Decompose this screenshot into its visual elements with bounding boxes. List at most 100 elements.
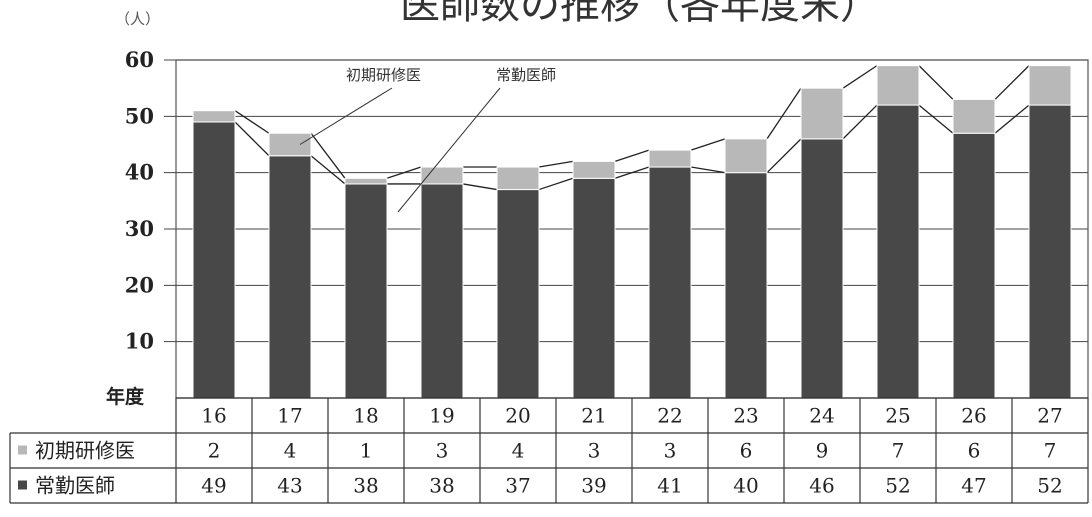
y-tick-label: 50	[125, 103, 154, 128]
bar-22-jokin	[648, 166, 692, 399]
bar-22-kenshu	[648, 149, 692, 168]
bar-27-jokin	[1028, 104, 1072, 399]
year-header: 年度	[106, 385, 145, 408]
bar-27-kenshu	[1028, 65, 1072, 106]
cell-year-16: 16	[201, 404, 226, 428]
cell-kenshu-21: 3	[588, 439, 601, 463]
cell-jokin-23: 40	[733, 474, 758, 498]
cell-jokin-26: 47	[961, 474, 986, 498]
bar-16-kenshu	[192, 110, 236, 123]
annotation-kenshu-leader	[299, 87, 393, 145]
cell-kenshu-17: 4	[284, 439, 297, 463]
cell-jokin-25: 52	[885, 474, 910, 498]
cell-year-23: 23	[733, 404, 758, 428]
cell-jokin-27: 52	[1037, 474, 1062, 498]
cell-year-21: 21	[581, 404, 606, 428]
bar-21-jokin	[572, 177, 616, 399]
connector-top	[842, 65, 878, 89]
bar-20-jokin	[496, 189, 540, 399]
bar-23-kenshu	[724, 138, 768, 174]
cell-year-20: 20	[505, 404, 530, 428]
row-label-kenshu: 初期研修医	[35, 439, 135, 463]
legend-swatch-jokin	[18, 480, 27, 490]
annotation-kenshu: 初期研修医	[346, 66, 421, 84]
bar-23-jokin	[724, 172, 768, 399]
y-axis: 10 20 30 40 50 60	[125, 47, 154, 354]
connector-top	[766, 87, 802, 140]
bar-19-jokin	[420, 183, 464, 399]
y-tick-label: 40	[125, 160, 154, 185]
bar-26-kenshu	[952, 98, 996, 134]
connector-top	[386, 166, 422, 179]
connector-base	[918, 104, 954, 134]
cell-kenshu-25: 7	[892, 439, 905, 463]
y-tick-label: 20	[125, 272, 154, 297]
connector-base	[994, 104, 1030, 134]
connector-base	[310, 155, 346, 185]
cell-jokin-19: 38	[429, 474, 454, 498]
annotation-jokin-leader	[397, 87, 501, 213]
cell-kenshu-24: 9	[816, 439, 829, 463]
y-tick-label: 60	[125, 47, 154, 72]
connector-top	[234, 110, 270, 134]
annotation-jokin: 常勤医師	[496, 66, 556, 84]
connector-base	[234, 121, 270, 157]
cell-kenshu-22: 3	[664, 439, 677, 463]
cell-year-27: 27	[1037, 404, 1062, 428]
connector-top	[994, 65, 1030, 100]
bar-16-jokin	[192, 121, 236, 399]
connector-top	[614, 149, 650, 163]
bar-17-kenshu	[268, 132, 312, 157]
cell-jokin-16: 49	[201, 474, 226, 498]
cell-jokin-20: 37	[505, 474, 530, 498]
cell-jokin-22: 41	[657, 474, 682, 498]
connector-top	[538, 160, 574, 168]
chart-title: 医師数の推移（各年度末）	[400, 0, 880, 28]
cell-year-24: 24	[809, 404, 834, 428]
bar-25-jokin	[876, 104, 920, 399]
cell-year-19: 19	[429, 404, 454, 428]
cell-year-18: 18	[353, 404, 378, 428]
row-label-jokin: 常勤医師	[35, 474, 115, 498]
legend-swatch-kenshu	[18, 445, 27, 455]
connector-top	[690, 138, 726, 151]
cell-year-25: 25	[885, 404, 910, 428]
bar-24-kenshu	[800, 87, 844, 140]
bars	[192, 65, 1072, 399]
bar-24-jokin	[800, 138, 844, 399]
connector-base	[766, 138, 802, 174]
cell-year-26: 26	[961, 404, 986, 428]
bar-26-jokin	[952, 132, 996, 399]
bar-17-jokin	[268, 155, 312, 399]
y-unit-label: （人）	[115, 10, 160, 28]
cell-kenshu-16: 2	[208, 439, 221, 463]
cell-kenshu-18: 1	[360, 439, 373, 463]
cell-kenshu-26: 6	[968, 439, 981, 463]
connector-base	[842, 104, 878, 140]
connector-lines	[234, 65, 1030, 191]
cell-year-17: 17	[277, 404, 302, 428]
connector-base	[462, 183, 498, 191]
connector-base	[690, 166, 726, 174]
cell-year-22: 22	[657, 404, 682, 428]
cell-jokin-18: 38	[353, 474, 378, 498]
connector-top	[918, 65, 954, 100]
annotations: 初期研修医 常勤医師	[299, 66, 556, 213]
bar-18-kenshu	[344, 177, 388, 185]
connector-base	[538, 177, 574, 191]
cell-kenshu-20: 4	[512, 439, 525, 463]
cell-kenshu-23: 6	[740, 439, 753, 463]
bar-25-kenshu	[876, 65, 920, 106]
connector-top	[310, 132, 346, 179]
connector-base	[614, 166, 650, 179]
cell-kenshu-27: 7	[1044, 439, 1057, 463]
bar-18-jokin	[344, 183, 388, 399]
bar-19-kenshu	[420, 166, 464, 185]
cell-jokin-21: 39	[581, 474, 606, 498]
bar-20-kenshu	[496, 166, 540, 191]
cell-kenshu-19: 3	[436, 439, 449, 463]
y-tick-label: 30	[125, 216, 154, 241]
bar-21-kenshu	[572, 160, 616, 179]
